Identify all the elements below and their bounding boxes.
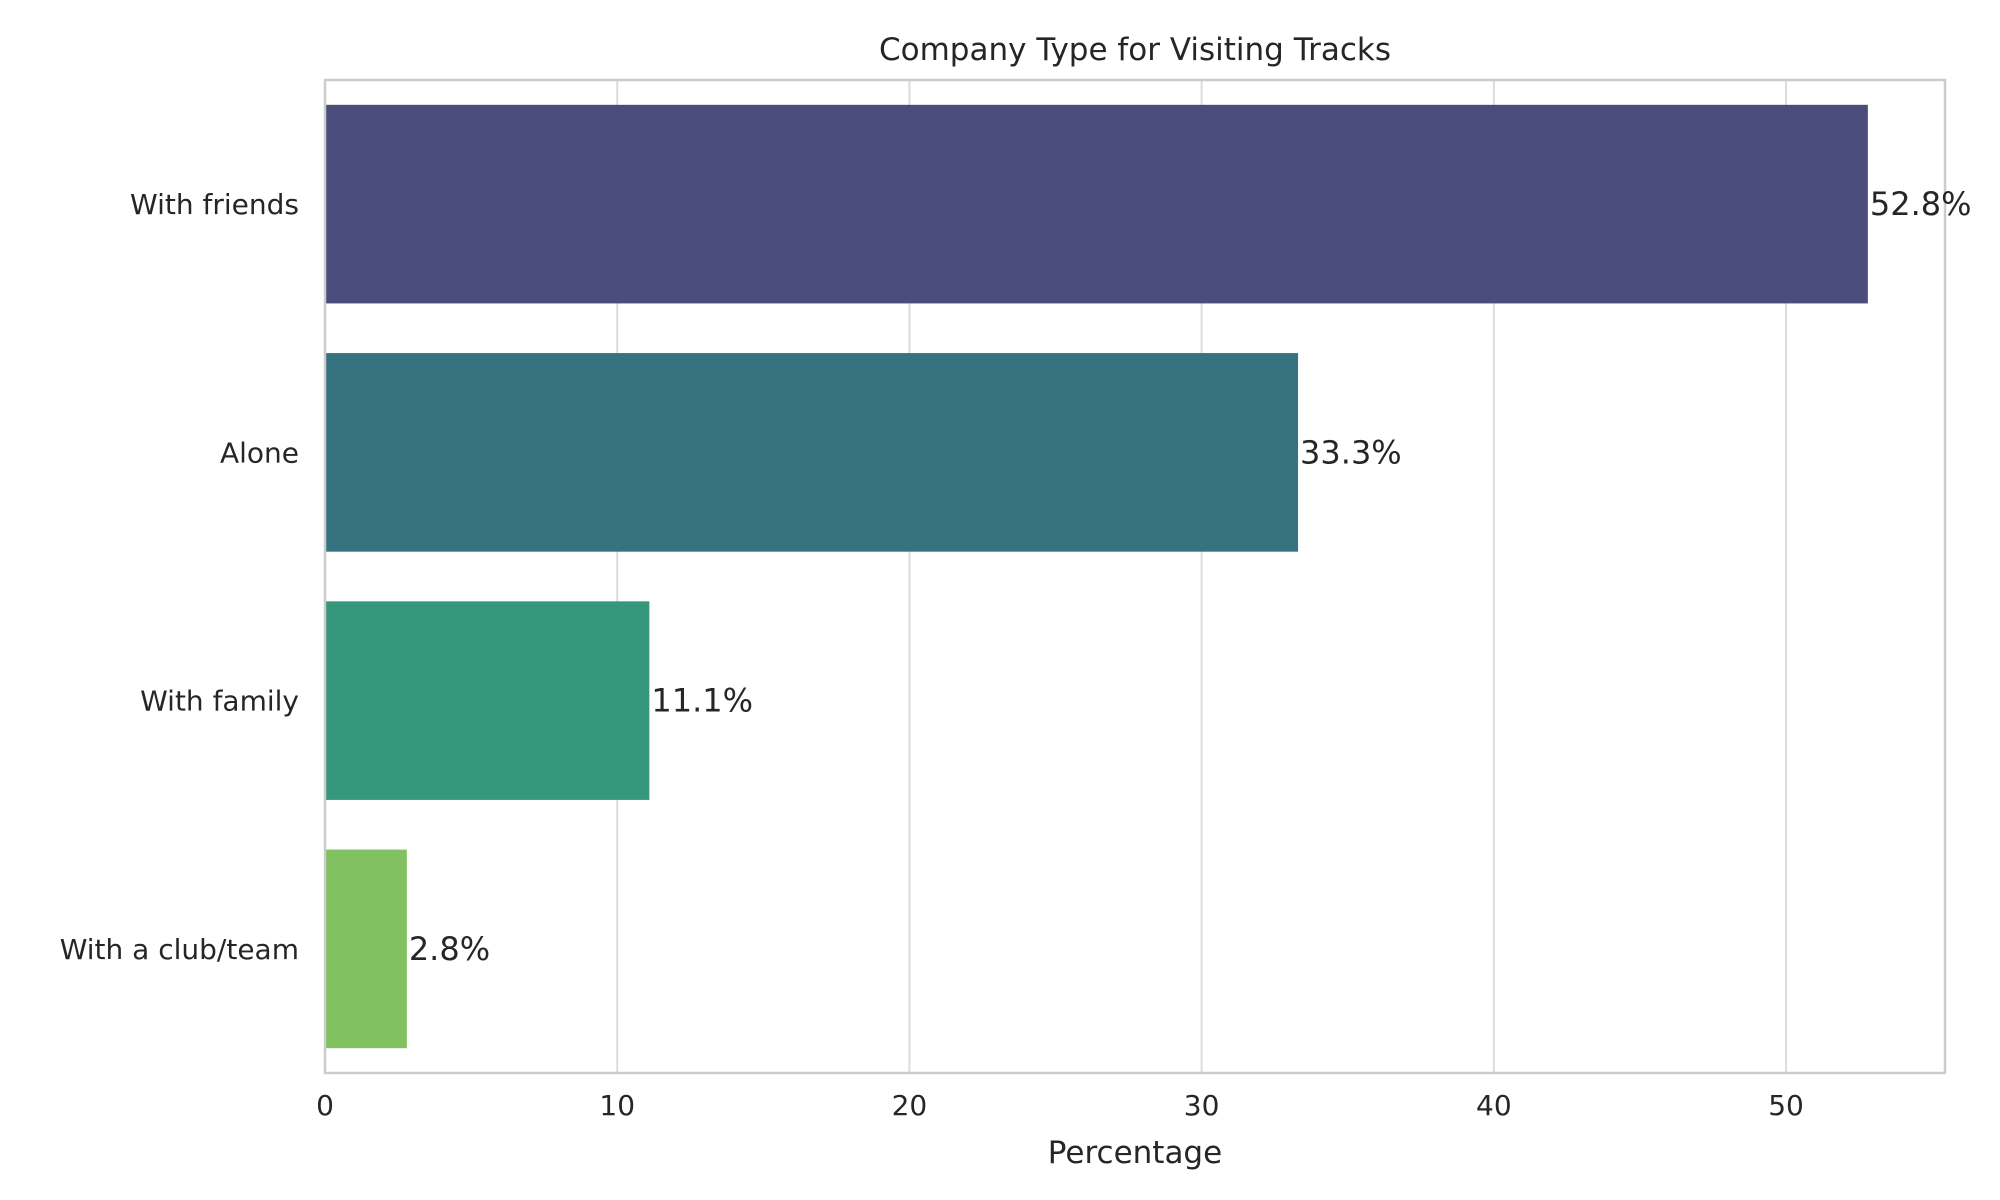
- category-label: With friends: [130, 188, 299, 221]
- x-tick-label: 40: [1476, 1089, 1512, 1122]
- bar-value-label: 2.8%: [409, 930, 490, 968]
- bar-value-label: 11.1%: [651, 682, 753, 720]
- x-axis-title: Percentage: [1048, 1135, 1222, 1171]
- x-tick-labels: 0 10 20 30 40 50: [316, 1089, 1804, 1122]
- data-labels: 52.8% 33.3% 11.1% 2.8%: [409, 185, 1972, 968]
- bars: [325, 104, 1868, 1049]
- category-label: With a club/team: [60, 933, 299, 966]
- bar: [325, 104, 1868, 304]
- category-label: With family: [140, 685, 299, 718]
- bar-value-label: 33.3%: [1300, 433, 1402, 471]
- x-tick-label: 20: [892, 1089, 928, 1122]
- bar-value-label: 52.8%: [1870, 185, 1972, 223]
- x-tick-label: 50: [1768, 1089, 1804, 1122]
- chart-title: Company Type for Visiting Tracks: [879, 32, 1391, 68]
- category-labels: With friends Alone With family With a club/…: [60, 188, 299, 966]
- bar: [325, 849, 407, 1049]
- x-tick-label: 30: [1184, 1089, 1220, 1122]
- plot-frame: [323, 78, 1947, 1075]
- category-label: Alone: [220, 436, 299, 469]
- bar: [325, 601, 650, 800]
- bar: [325, 353, 1299, 552]
- x-tick-label: 10: [599, 1089, 635, 1122]
- x-tick-label: 0: [316, 1089, 334, 1122]
